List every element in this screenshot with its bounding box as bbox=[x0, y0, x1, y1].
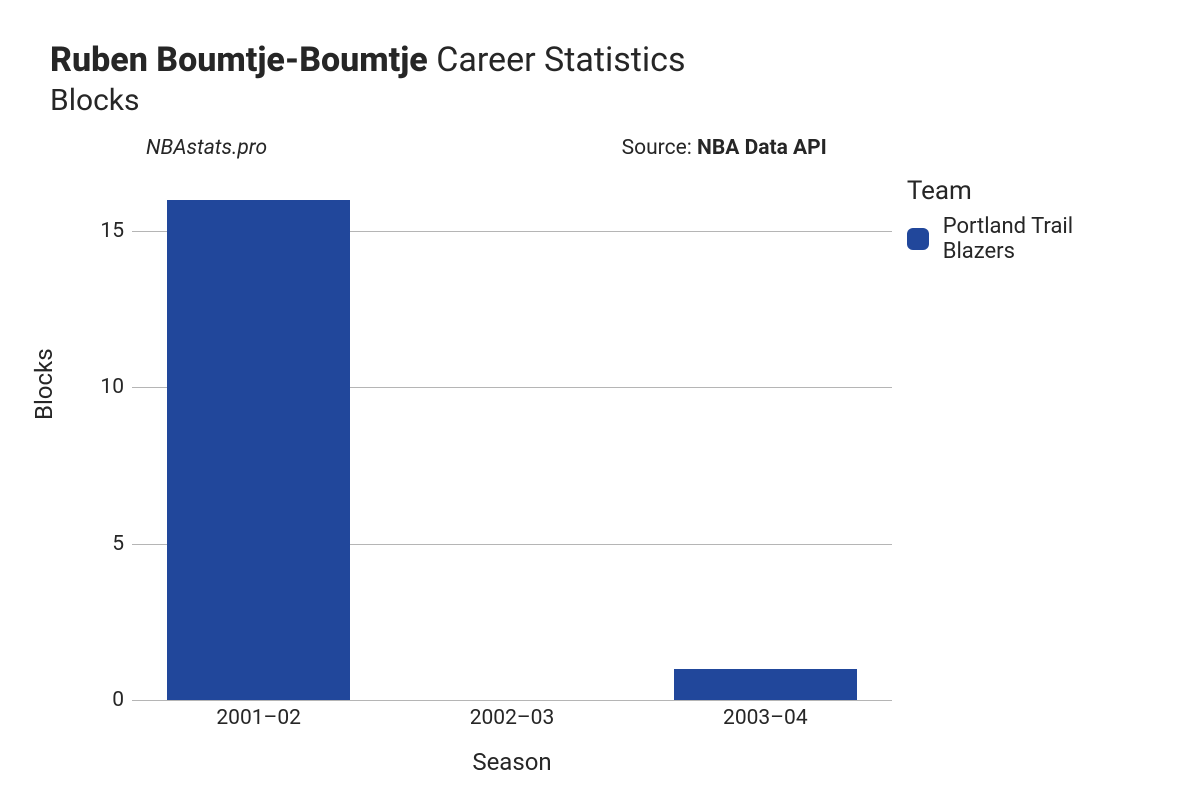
legend-swatch bbox=[907, 228, 929, 250]
legend-items: Portland Trail Blazers bbox=[907, 214, 1150, 264]
y-axis-label: Blocks bbox=[30, 348, 58, 420]
legend-title: Team bbox=[907, 176, 1150, 206]
legend-item: Portland Trail Blazers bbox=[907, 214, 1150, 264]
y-tick-label: 15 bbox=[64, 219, 124, 243]
annotation-row: NBAstats.pro Source: NBA Data API bbox=[50, 136, 887, 166]
chart-row: NBAstats.pro Source: NBA Data API Blocks… bbox=[50, 136, 1150, 264]
title-suffix: Career Statistics bbox=[436, 40, 685, 80]
x-tick-label: 2003–04 bbox=[723, 706, 808, 730]
legend-item-label: Portland Trail Blazers bbox=[943, 214, 1150, 264]
page: Ruben Boumtje-Boumtje Career Statistics … bbox=[0, 0, 1200, 800]
legend: Team Portland Trail Blazers bbox=[887, 136, 1150, 264]
source-name: NBA Data API bbox=[697, 136, 827, 160]
x-axis-label: Season bbox=[132, 748, 892, 776]
y-tick-label: 5 bbox=[64, 532, 124, 556]
y-tick-label: 10 bbox=[64, 375, 124, 399]
plot-inner: 0510152001–022002–032003–04 bbox=[132, 200, 892, 700]
x-tick-label: 2002–03 bbox=[470, 706, 555, 730]
bar bbox=[674, 669, 856, 700]
site-watermark: NBAstats.pro bbox=[146, 136, 267, 160]
source-prefix: Source: bbox=[622, 136, 697, 160]
chart-column: NBAstats.pro Source: NBA Data API Blocks… bbox=[50, 136, 887, 264]
y-tick-label: 0 bbox=[64, 688, 124, 712]
plot-area: 0510152001–022002–032003–04 bbox=[132, 170, 892, 700]
x-tick-label: 2001–02 bbox=[216, 706, 301, 730]
source-attribution: Source: NBA Data API bbox=[622, 136, 827, 160]
gridline bbox=[132, 700, 892, 701]
chart-title: Ruben Boumtje-Boumtje Career Statistics bbox=[50, 40, 1150, 81]
bar bbox=[167, 200, 349, 700]
chart-subtitle: Blocks bbox=[50, 83, 1150, 118]
player-name: Ruben Boumtje-Boumtje bbox=[50, 40, 428, 80]
